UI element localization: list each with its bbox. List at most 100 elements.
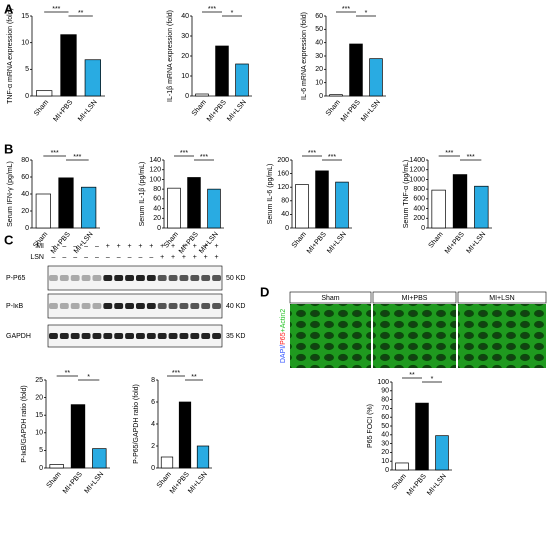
blot-band: [125, 303, 134, 309]
x-tick-label: MI+PBS: [52, 99, 74, 124]
blot-sign: +: [215, 243, 219, 250]
blot-sign: –: [138, 254, 142, 261]
blot-band: [157, 333, 167, 339]
bar: [415, 402, 429, 471]
y-tick-label: 0: [157, 225, 161, 232]
y-tick-label: 30: [315, 53, 323, 60]
y-tick-label: 60: [21, 174, 29, 181]
blot-sign: –: [128, 254, 132, 261]
x-tick-label: Sham: [291, 231, 308, 250]
blot-sign: +: [160, 243, 164, 250]
y-tick-label: 40: [153, 205, 161, 212]
blot-band: [81, 303, 91, 309]
y-tick-label: 60: [153, 196, 161, 203]
y-tick-label: 0: [319, 93, 323, 100]
blot-band: [125, 333, 134, 339]
blot-band: [103, 303, 113, 309]
y-axis-label: TNF-α mRNA expression (fold): [7, 8, 14, 104]
y-tick-label: 70: [381, 405, 389, 412]
sig-label: ***: [52, 6, 60, 13]
sig-label: ***: [73, 154, 81, 161]
image-header-label: MI+LSN: [489, 295, 514, 302]
x-tick-label: MI+PBS: [306, 231, 328, 256]
blot-band: [212, 333, 221, 339]
if-image: [373, 304, 456, 368]
blot-sign: +: [193, 243, 197, 250]
bar: [36, 90, 53, 97]
blot-sign: +: [193, 254, 197, 261]
blot-sign: +: [138, 243, 142, 250]
blot-band: [81, 333, 91, 339]
blot-sign: +: [171, 243, 175, 250]
blot-band: [157, 303, 167, 309]
blot-label: GAPDH: [6, 333, 31, 340]
y-axis-label: P65 FOCI (%): [367, 404, 374, 448]
y-tick-label: 50: [315, 26, 323, 33]
y-tick-label: 1000: [409, 176, 425, 183]
blot-band: [136, 333, 145, 339]
y-tick-label: 200: [413, 215, 425, 222]
y-tick-label: 25: [35, 377, 43, 384]
sig-label: ***: [308, 150, 316, 157]
x-tick-label: Sham: [156, 471, 173, 490]
blot-band: [59, 333, 69, 339]
blot-sign: +: [106, 243, 110, 250]
panel-label: B: [4, 141, 13, 156]
x-tick-label: MI+PBS: [206, 99, 228, 124]
blot-marker: 50 KD: [226, 275, 245, 282]
image-header-label: MI+PBS: [402, 295, 428, 302]
bar: [215, 45, 229, 97]
y-tick-label: 120: [277, 184, 289, 191]
y-axis-label: Serum IL-1β (pg/mL): [139, 162, 146, 227]
sig-label: ***: [200, 154, 208, 161]
blot-sign: –: [106, 254, 110, 261]
bar: [207, 188, 221, 229]
image-header: [457, 291, 547, 304]
y-tick-label: 80: [153, 186, 161, 193]
image-header: [289, 291, 372, 304]
sig-label: **: [191, 374, 197, 381]
blot-band: [92, 275, 102, 281]
y-tick-label: 80: [21, 157, 29, 164]
y-tick-label: 20: [181, 53, 189, 60]
y-tick-label: 200: [277, 157, 289, 164]
y-tick-label: 4: [151, 421, 155, 428]
bar: [178, 401, 192, 469]
blot-band: [168, 333, 178, 339]
y-tick-label: 6: [151, 399, 155, 406]
blot-band: [136, 303, 145, 309]
blot-label: P-P65: [6, 275, 26, 282]
blot-band: [70, 303, 80, 309]
blot-sign: +: [160, 254, 164, 261]
blot-sign: –: [95, 243, 99, 250]
blot-sign: +: [204, 243, 208, 250]
bar: [431, 189, 446, 229]
bar: [335, 181, 349, 229]
x-tick-label: Sham: [45, 471, 62, 490]
blot-sign: –: [51, 254, 55, 261]
blot-band: [114, 303, 124, 309]
bar: [329, 94, 343, 97]
y-tick-label: 20: [35, 394, 43, 401]
blot-row-label: MI: [36, 243, 44, 250]
blot-sign: –: [73, 254, 77, 261]
blot-band: [212, 275, 221, 281]
y-tick-label: 8: [151, 377, 155, 384]
x-tick-label: MI+PBS: [340, 99, 362, 124]
y-axis-label: Serum TNF-α (pg/mL): [403, 160, 410, 228]
y-tick-label: 40: [181, 13, 189, 20]
blot-band: [190, 303, 200, 309]
y-tick-label: 1200: [409, 167, 425, 174]
sig-label: ***: [180, 150, 188, 157]
x-tick-label: MI+LSN: [326, 231, 348, 255]
blot-sign: –: [95, 254, 99, 261]
blot-band: [201, 333, 211, 339]
blot-band: [201, 275, 211, 281]
bar: [452, 174, 468, 229]
sig-label: ***: [467, 154, 475, 161]
blot-sign: –: [84, 243, 88, 250]
y-tick-label: 100: [149, 176, 161, 183]
y-tick-label: 60: [315, 13, 323, 20]
y-tick-label: 20: [21, 208, 29, 215]
blot-band: [92, 303, 102, 309]
